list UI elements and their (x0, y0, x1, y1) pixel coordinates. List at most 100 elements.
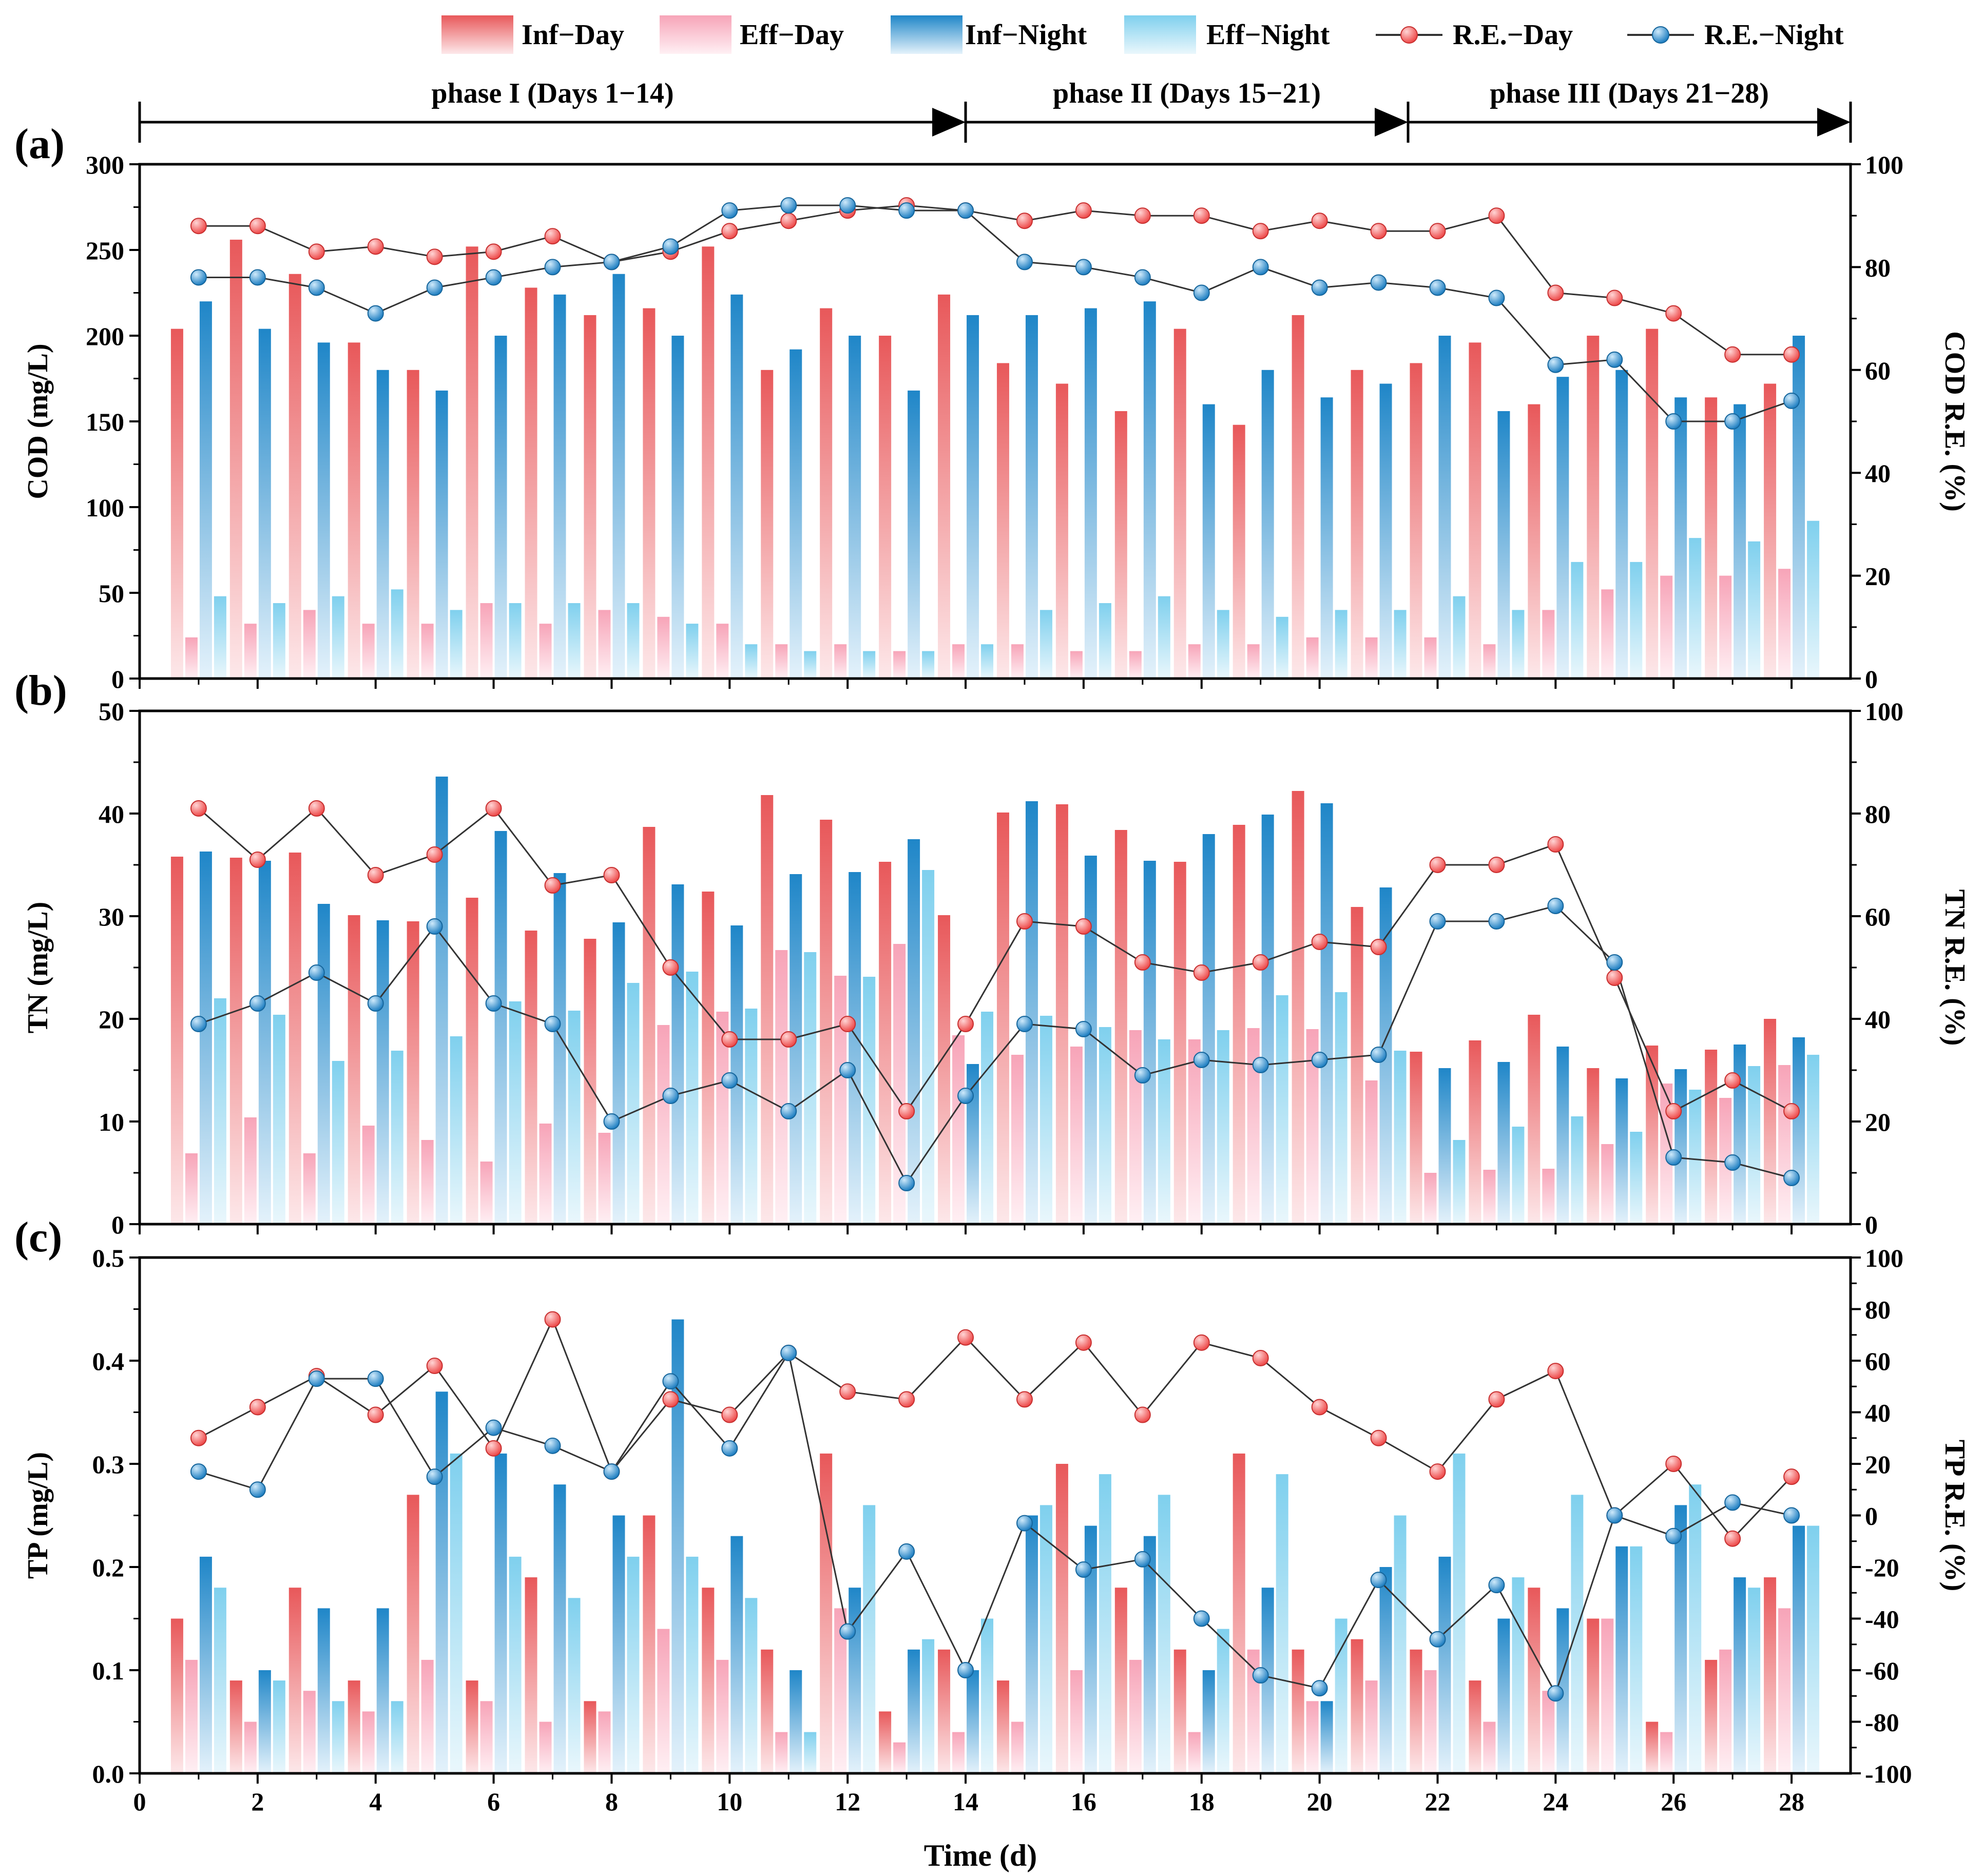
marker-re-day-day10 (721, 223, 738, 240)
bar-infnight-day9 (671, 884, 684, 1224)
marker-re-day-day16 (1075, 918, 1092, 935)
marker-re-day-day12 (839, 1016, 856, 1032)
bar-infday-day15 (996, 363, 1009, 679)
bar-infday-day7 (525, 287, 537, 679)
marker-re-day-day20 (1311, 1399, 1328, 1416)
y2-tick-label: -40 (1865, 1605, 1899, 1634)
marker-re-day-day27 (1724, 346, 1741, 363)
marker-re-night-day14 (957, 1088, 974, 1104)
bar-effday-day26 (1660, 575, 1673, 679)
y-tick-label: 0 (111, 1210, 124, 1239)
bar-effnight-day13 (922, 651, 935, 679)
bar-infnight-day7 (553, 294, 566, 679)
bar-effnight-day16 (1099, 1027, 1111, 1224)
bar-infday-day8 (584, 315, 596, 679)
phase-label-1: phase I (Days 1−14) (431, 78, 673, 109)
bar-infday-day16 (1055, 1464, 1068, 1773)
bar-infday-day24 (1528, 1588, 1541, 1773)
bar-infday-day4 (348, 915, 360, 1224)
marker-re-day-day13 (898, 1391, 915, 1408)
bar-infnight-day13 (908, 839, 920, 1224)
bar-infday-day9 (643, 1515, 656, 1773)
marker-re-night-day28 (1783, 1170, 1800, 1186)
phase-label-2: phase II (Days 15−21) (1053, 78, 1321, 109)
bar-infnight-day12 (849, 872, 861, 1224)
x-tick-label: 20 (1307, 1787, 1333, 1816)
bar-effnight-day5 (450, 1453, 463, 1773)
bar-infnight-day24 (1556, 377, 1569, 679)
marker-re-night-day25 (1606, 1507, 1623, 1524)
bar-effnight-day16 (1099, 1474, 1111, 1773)
bar-effnight-day3 (332, 1701, 344, 1773)
y-tick-label: 50 (99, 697, 124, 726)
legend: Inf−Day Eff−Day Inf−Night Eff−Night R.E.… (441, 15, 1844, 54)
bar-infnight-day28 (1793, 1525, 1805, 1773)
bar-effday-day3 (303, 1153, 316, 1224)
bar-infnight-day11 (790, 1670, 802, 1773)
bar-infday-day25 (1587, 1618, 1600, 1773)
marker-re-day-day15 (1016, 1391, 1033, 1408)
y2-tick-label: 80 (1865, 800, 1891, 828)
bar-infnight-day16 (1084, 856, 1097, 1224)
marker-re-night-day18 (1193, 1610, 1210, 1627)
marker-re-day-day21 (1370, 223, 1387, 240)
marker-re-night-day6 (485, 995, 502, 1012)
bar-effnight-day25 (1630, 1132, 1643, 1224)
x-tick-label: 14 (953, 1787, 978, 1816)
bar-infnight-day20 (1320, 1701, 1333, 1773)
y-tick-label: 100 (86, 493, 124, 522)
panel-c: 0.00.10.20.30.40.5-100-80-60-40-20020406… (14, 1213, 1971, 1816)
bar-effday-day1 (185, 637, 198, 679)
y2-tick-label: 20 (1865, 1450, 1891, 1479)
bar-infnight-day20 (1320, 397, 1333, 679)
bar-effday-day21 (1365, 1080, 1378, 1224)
marker-re-night-day17 (1134, 1067, 1151, 1084)
panel-label: (b) (14, 667, 67, 714)
y-axis-title: COD (mg/L) (22, 343, 54, 499)
marker-re-night-day20 (1311, 1052, 1328, 1068)
x-tick-label: 10 (717, 1787, 742, 1816)
bar-effday-day24 (1542, 1169, 1555, 1224)
marker-re-day-day28 (1783, 1103, 1800, 1119)
bar-infday-day13 (879, 336, 892, 679)
legend-label-eff-night: Eff−Night (1206, 19, 1330, 51)
bar-infnight-day28 (1793, 1037, 1805, 1224)
bar-infnight-day3 (317, 342, 330, 679)
bar-infday-day3 (288, 1588, 301, 1773)
bar-effnight-day17 (1158, 1039, 1170, 1224)
bar-infnight-day23 (1497, 1062, 1510, 1224)
marker-re-day-day19 (1252, 1349, 1269, 1366)
bar-effnight-day19 (1276, 616, 1288, 679)
bar-infnight-day2 (258, 1670, 271, 1773)
marker-re-night-day4 (367, 995, 384, 1012)
bar-effnight-day15 (1039, 1016, 1052, 1224)
bar-effnight-day21 (1394, 610, 1407, 679)
bar-effday-day10 (716, 1659, 729, 1773)
bar-infnight-day10 (730, 1536, 743, 1773)
x-tick-label: 24 (1543, 1787, 1568, 1816)
bar-infday-day19 (1233, 1453, 1245, 1773)
bar-effday-day20 (1306, 637, 1319, 679)
bar-infday-day22 (1410, 363, 1422, 679)
bar-infnight-day12 (849, 336, 861, 679)
bar-infday-day13 (879, 862, 892, 1224)
marker-re-night-day12 (839, 1623, 856, 1640)
bar-effnight-day16 (1099, 603, 1111, 679)
bar-infnight-day15 (1025, 1515, 1038, 1773)
bar-effday-day8 (598, 610, 611, 679)
bar-effnight-day13 (922, 1639, 935, 1773)
marker-re-day-day24 (1547, 836, 1564, 853)
bar-infday-day21 (1351, 907, 1363, 1224)
bar-effday-day11 (775, 644, 788, 679)
marker-re-night-day16 (1075, 1021, 1092, 1037)
bar-infday-day16 (1055, 804, 1068, 1224)
marker-re-day-day2 (249, 1399, 266, 1416)
marker-re-night-day15 (1016, 1016, 1033, 1032)
bar-effday-day17 (1129, 1030, 1142, 1224)
bar-infday-day19 (1233, 424, 1245, 679)
bar-effnight-day18 (1217, 610, 1229, 679)
bar-infday-day15 (996, 813, 1009, 1224)
bar-infnight-day26 (1674, 1069, 1687, 1224)
marker-re-night-day1 (190, 1463, 207, 1480)
bar-effnight-day9 (686, 624, 699, 679)
